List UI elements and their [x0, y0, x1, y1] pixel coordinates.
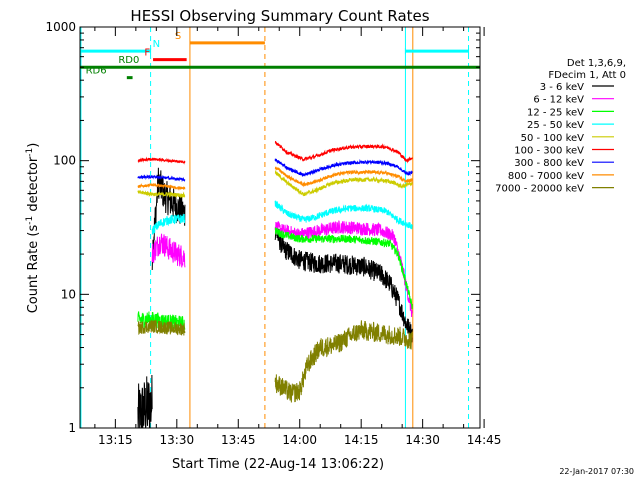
legend-entry-label: 100 - 300 keV	[514, 146, 584, 157]
x-tick-label: 13:30	[160, 433, 195, 447]
series-segment-1	[151, 233, 186, 268]
series-segment-2	[274, 320, 413, 403]
x-tick-label: 13:45	[221, 433, 256, 447]
y-axis-label-sup1: -1	[25, 216, 35, 225]
y-axis-label-sup2: -1	[25, 148, 35, 157]
flag-label: RD0	[118, 55, 139, 66]
y-tick-label: 10	[61, 287, 76, 301]
series-800-7000-kev	[137, 166, 413, 191]
series-100-300-kev	[137, 140, 413, 165]
x-tick-label: 14:15	[344, 433, 379, 447]
series-segment-2	[274, 227, 413, 310]
legend-entry-label: 12 - 25 keV	[527, 107, 584, 118]
series-3-6-kev	[137, 167, 413, 429]
series-segment-2	[274, 170, 413, 197]
series-segment-1	[137, 320, 186, 336]
series-segment-1	[137, 374, 153, 429]
y-tick-label: 1	[68, 421, 76, 435]
flag-s: S	[175, 31, 265, 45]
y-axis-label-mid: detector	[26, 156, 41, 216]
flag-label: F	[144, 48, 150, 59]
y-tick-label: 100	[53, 154, 76, 168]
series-300-800-kev	[137, 158, 413, 183]
legend-entry-label: 7000 - 20000 keV	[495, 184, 584, 195]
flag-rd0: RD0	[80, 55, 480, 69]
legend-entry-label: 300 - 800 keV	[514, 158, 584, 169]
series-segment-2	[274, 140, 413, 164]
legend-entry-label: 50 - 100 keV	[521, 133, 585, 144]
series-segment-3	[274, 228, 413, 343]
legend-entry-label: 800 - 7000 keV	[508, 171, 584, 182]
series-segment-2	[151, 167, 186, 271]
series-6-12-kev	[151, 220, 413, 317]
axes: 13:15 13:30 13:45 14:00 14:15 14:30 14:45 1 10 10…	[45, 20, 501, 447]
series-segment-1	[137, 174, 186, 183]
series-segment-2	[274, 166, 413, 188]
x-tick-label: 14:30	[405, 433, 440, 447]
x-tick-label: 14:00	[282, 433, 317, 447]
x-tick-label: 14:45	[467, 433, 502, 447]
y-axis-label-post: )	[26, 143, 41, 148]
series-segment-2	[274, 200, 413, 230]
flag-f: F	[144, 48, 187, 62]
x-axis-label: Start Time (22-Aug-14 13:06:22)	[172, 457, 384, 472]
plot-frame	[79, 26, 481, 429]
series-segment-2	[274, 158, 413, 177]
flag-label: S	[175, 31, 181, 42]
legend: Det 1,3,6,9,FDecim 1, Att 03 - 6 keV 6 - …	[495, 58, 626, 195]
series-7000-20000-kev	[137, 320, 413, 403]
series-segment-2	[274, 220, 413, 317]
series-25-50-kev	[151, 200, 413, 235]
x-tick-label: 13:15	[98, 433, 133, 447]
legend-entry-label: 6 - 12 keV	[533, 95, 584, 106]
legend-header: Det 1,3,6,9,	[567, 58, 626, 69]
y-axis-label-pre: Count Rate (s	[26, 225, 41, 314]
chart-title: HESSI Observing Summary Count Rates	[130, 7, 429, 25]
legend-header: FDecim 1, Att 0	[548, 70, 626, 81]
series-segment-1	[137, 182, 186, 191]
flag-rd6: RD6	[86, 66, 133, 80]
series-segment-1	[137, 156, 186, 165]
series-segment-1	[151, 213, 186, 235]
flag-label: RD6	[86, 66, 107, 77]
series-50-100-kev	[137, 170, 413, 199]
plot-area: NF S RD0 RD6	[79, 27, 480, 429]
timestamp: 22-Jan-2017 07:30	[559, 467, 634, 476]
series-segment-1	[137, 190, 186, 199]
y-axis-label: Count Rate (s-1 detector-1)	[25, 143, 41, 314]
y-tick-label: 1000	[45, 20, 76, 34]
legend-entry-label: 25 - 50 keV	[527, 120, 584, 131]
legend-entry-label: 3 - 6 keV	[540, 82, 584, 93]
flag-label: N	[153, 39, 160, 50]
